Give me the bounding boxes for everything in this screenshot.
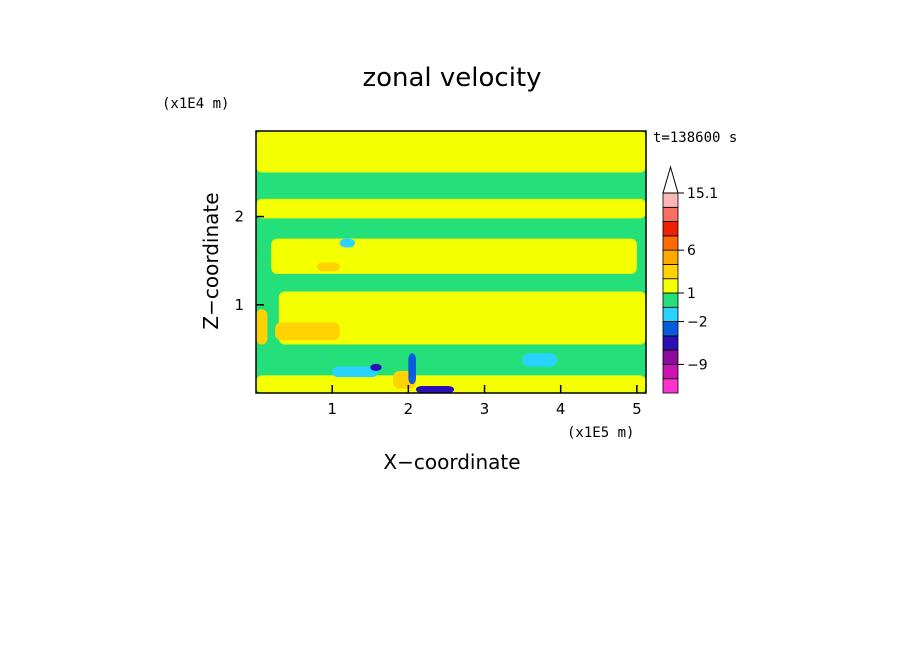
colorbar-label: 6 (687, 243, 696, 259)
colorbar-swatch (662, 278, 679, 294)
contour-field (256, 131, 646, 393)
colorbar-label: 15.1 (687, 186, 718, 202)
x-axis: 1 2 3 4 5 (327, 385, 642, 418)
plot-frame (255, 130, 647, 394)
colorbar-label: 1 (687, 286, 696, 302)
colorbar-swatch (662, 349, 679, 365)
y-tick-label: 1 (234, 296, 244, 314)
contour-region (256, 309, 268, 345)
colorbar-swatch (662, 321, 679, 337)
y-tick-label: 2 (234, 208, 244, 226)
colorbar-swatch (662, 192, 679, 208)
y-axis: 12 (234, 208, 264, 314)
contour-region (339, 238, 356, 248)
x-tick-label: 5 (632, 400, 642, 418)
time-label: t=138600 s (653, 130, 737, 146)
contour-region (408, 353, 416, 385)
colorbar: −9 −2 1 6 15.1 (662, 165, 718, 394)
colorbar-swatch (662, 264, 679, 280)
colorbar-swatch (662, 335, 679, 351)
contour-region (316, 262, 340, 272)
contour-region (278, 291, 646, 345)
y-scale-label: (x1E4 m) (162, 96, 229, 112)
contour-region (256, 198, 646, 219)
contour-region (275, 322, 340, 341)
contour-region (332, 366, 378, 378)
y-axis-label: Z−coordinate (199, 192, 223, 329)
chart-title: zonal velocity (362, 63, 541, 93)
colorbar-swatch (662, 206, 679, 222)
x-tick-label: 4 (556, 400, 566, 418)
colorbar-swatch (662, 292, 679, 308)
colorbar-overflow-arrow (662, 165, 679, 194)
x-tick-label: 1 (327, 400, 337, 418)
colorbar-swatch (662, 364, 679, 380)
x-tick-label: 3 (480, 400, 490, 418)
x-scale-label: (x1E5 m) (567, 425, 634, 441)
x-axis-label: X−coordinate (383, 450, 520, 474)
contour-region (370, 363, 382, 371)
colorbar-swatch (662, 249, 679, 265)
colorbar-swatch (662, 378, 679, 394)
colorbar-swatch (662, 306, 679, 322)
colorbar-label: −2 (687, 315, 708, 331)
contour-region (256, 375, 646, 393)
contour-region (522, 353, 557, 367)
x-tick-label: 2 (404, 400, 414, 418)
colorbar-swatch (662, 221, 679, 237)
colorbar-label: −9 (687, 357, 708, 373)
contour-region (271, 238, 637, 274)
contour-region (415, 385, 455, 393)
colorbar-swatch (662, 235, 679, 251)
contour-region (256, 131, 646, 173)
